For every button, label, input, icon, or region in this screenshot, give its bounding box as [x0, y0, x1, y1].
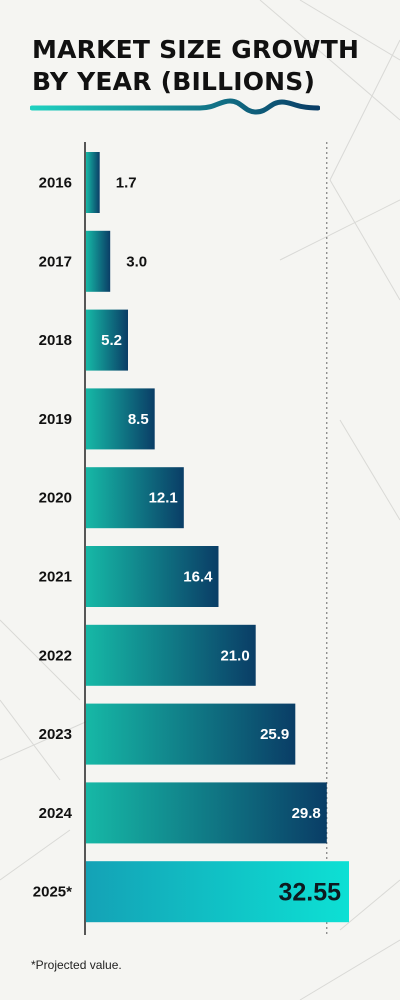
value-label: 29.8 [292, 805, 321, 822]
chart-title: MARKET SIZE GROWTH BY YEAR (BILLIONS) [32, 35, 360, 96]
value-label: 21.0 [220, 647, 249, 664]
bar [86, 546, 219, 607]
value-label: 32.55 [278, 879, 341, 907]
category-label: 2024 [39, 805, 73, 822]
value-label: 5.2 [101, 332, 122, 349]
bar [86, 152, 100, 213]
bar [86, 467, 184, 529]
category-label: 2021 [39, 569, 72, 586]
value-label: 25.9 [260, 726, 289, 743]
category-label: 2019 [39, 411, 72, 428]
bar-projected [86, 861, 349, 923]
category-label: 2020 [39, 490, 72, 507]
bar [86, 703, 296, 765]
value-label: 8.5 [128, 411, 149, 428]
bar [86, 624, 256, 686]
value-label: 16.4 [183, 569, 213, 586]
footnote: *Projected value. [31, 958, 122, 972]
bar [86, 230, 111, 292]
value-label: 12.1 [149, 490, 178, 507]
category-label: 2025* [33, 884, 72, 901]
bar [86, 309, 128, 371]
category-label: 2018 [39, 332, 72, 349]
category-label: 2016 [39, 175, 72, 192]
category-label: 2023 [39, 726, 72, 743]
bar [86, 388, 155, 450]
category-label: 2017 [39, 253, 72, 270]
value-label: 3.0 [126, 253, 147, 270]
bar [86, 782, 327, 844]
category-label: 2022 [39, 647, 72, 664]
title-underline-wave [30, 98, 320, 115]
value-label: 1.7 [116, 175, 137, 192]
